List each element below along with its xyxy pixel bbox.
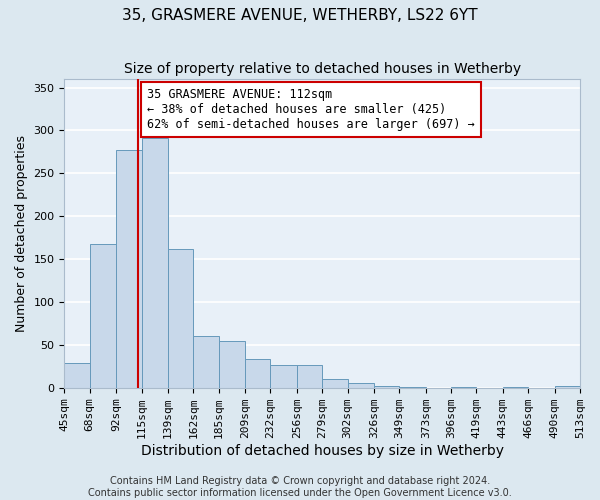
Bar xyxy=(218,342,245,388)
Bar xyxy=(90,244,116,388)
Bar xyxy=(554,386,580,388)
Bar xyxy=(347,384,374,388)
Bar xyxy=(400,387,426,388)
Bar xyxy=(374,386,400,388)
Text: 35 GRASMERE AVENUE: 112sqm
← 38% of detached houses are smaller (425)
62% of sem: 35 GRASMERE AVENUE: 112sqm ← 38% of deta… xyxy=(147,88,475,130)
Bar xyxy=(116,150,142,388)
Bar xyxy=(193,336,218,388)
Bar xyxy=(322,379,347,388)
X-axis label: Distribution of detached houses by size in Wetherby: Distribution of detached houses by size … xyxy=(141,444,504,458)
Text: 35, GRASMERE AVENUE, WETHERBY, LS22 6YT: 35, GRASMERE AVENUE, WETHERBY, LS22 6YT xyxy=(122,8,478,22)
Title: Size of property relative to detached houses in Wetherby: Size of property relative to detached ho… xyxy=(124,62,521,76)
Bar xyxy=(64,363,90,388)
Bar xyxy=(451,387,476,388)
Text: Contains HM Land Registry data © Crown copyright and database right 2024.
Contai: Contains HM Land Registry data © Crown c… xyxy=(88,476,512,498)
Bar xyxy=(297,366,322,388)
Bar xyxy=(503,387,528,388)
Bar xyxy=(245,360,271,388)
Bar xyxy=(168,249,193,388)
Bar xyxy=(142,138,168,388)
Bar xyxy=(271,366,297,388)
Y-axis label: Number of detached properties: Number of detached properties xyxy=(15,135,28,332)
